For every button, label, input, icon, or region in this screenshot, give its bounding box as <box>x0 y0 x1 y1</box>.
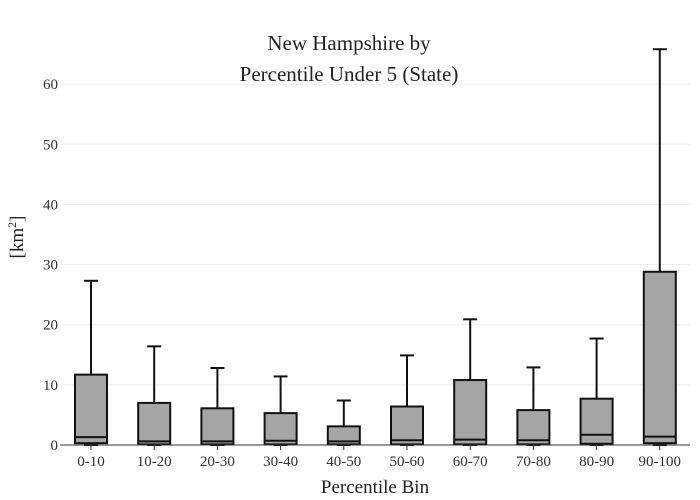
box-iqr-70-80 <box>516 409 551 446</box>
y-tick-label-30: 30 <box>43 258 58 274</box>
box-40-50 <box>326 399 361 446</box>
x-tick-label-30-40: 30-40 <box>263 454 298 470</box>
box-iqr-20-30 <box>200 407 235 446</box>
y-tick-label-10: 10 <box>43 378 58 394</box>
box-20-30 <box>200 367 235 446</box>
y-tick-label-20: 20 <box>43 318 58 334</box>
x-axis-ticks: 0-10 10-20 20-30 30-40 40-50 50-60 60-70 70-80 8… <box>77 445 681 470</box>
chart-title: New Hampshire by Percentile Under 5 (Sta… <box>240 31 459 86</box>
x-tick-label-10-20: 10-20 <box>137 454 172 470</box>
y-tick-label-50: 50 <box>43 137 58 153</box>
box-iqr-0-10 <box>74 373 108 445</box>
chart-title-line-1: New Hampshire by <box>267 31 431 55</box>
box-80-90 <box>579 337 614 446</box>
y-axis-title: [km2] <box>5 216 28 259</box>
box-60-70 <box>453 318 488 446</box>
x-tick-label-20-30: 20-30 <box>200 454 235 470</box>
box-iqr-50-60 <box>390 405 424 446</box>
box-iqr-80-90 <box>579 397 614 445</box>
x-tick-label-0-10: 0-10 <box>77 454 105 470</box>
box-iqr-60-70 <box>453 379 488 446</box>
box-iqr-30-40 <box>263 412 298 446</box>
x-tick-label-80-90: 80-90 <box>579 454 614 470</box>
y-axis-ticks: 0 10 20 30 40 50 60 <box>43 77 58 454</box>
box-10-20 <box>137 345 172 446</box>
box-0-10 <box>74 279 108 446</box>
x-tick-label-40-50: 40-50 <box>326 454 361 470</box>
chart-title-line-2: Percentile Under 5 (State) <box>240 62 459 86</box>
box-70-80 <box>516 366 551 446</box>
y-tick-label-60: 60 <box>43 77 58 93</box>
box-30-40 <box>263 375 298 446</box>
x-tick-label-60-70: 60-70 <box>453 454 488 470</box>
box-iqr-40-50 <box>326 425 361 446</box>
x-tick-label-70-80: 70-80 <box>516 454 551 470</box>
y-axis-title-end: ] <box>7 216 28 222</box>
box-50-60 <box>390 354 424 446</box>
y-axis-title-base: [km <box>7 228 28 259</box>
box-90-100 <box>642 48 677 446</box>
x-tick-label-90-100: 90-100 <box>639 454 682 470</box>
box-iqr-90-100 <box>642 270 677 445</box>
x-tick-label-50-60: 50-60 <box>390 454 425 470</box>
y-axis-title-sup: 2 <box>5 222 19 228</box>
x-axis-title: Percentile Bin <box>321 477 430 498</box>
box-iqr-10-20 <box>137 401 172 446</box>
y-tick-label-40: 40 <box>43 197 58 213</box>
y-tick-label-0: 0 <box>51 438 59 454</box>
box-series <box>74 48 677 446</box>
grid-lines <box>60 83 690 386</box>
